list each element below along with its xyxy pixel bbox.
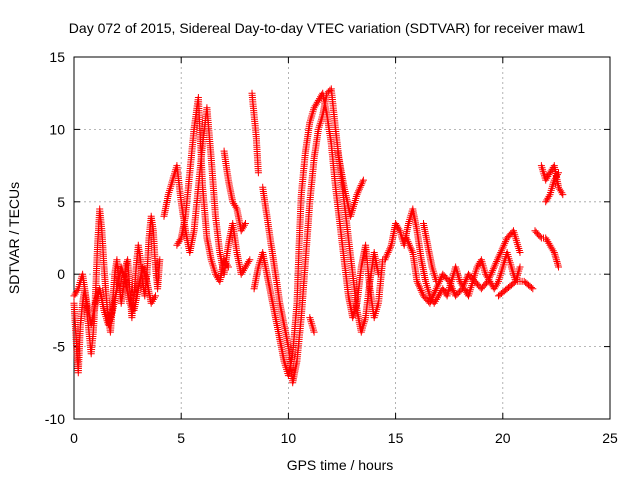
y-tick-label: 5 xyxy=(57,194,65,210)
grid-lines xyxy=(74,57,610,419)
y-tick-labels: -10 -5 0 5 10 15 xyxy=(45,49,65,427)
x-tick-label: 5 xyxy=(177,430,185,446)
y-tick-label: 15 xyxy=(49,49,65,65)
x-tick-label: 10 xyxy=(281,430,297,446)
y-axis-label: SDTVAR / TECUs xyxy=(6,182,22,294)
x-tick-labels: 0 5 10 15 20 25 xyxy=(70,430,618,446)
x-tick-label: 15 xyxy=(388,430,404,446)
sdtvar-markers xyxy=(70,85,567,387)
data-points xyxy=(70,85,567,387)
x-tick-label: 25 xyxy=(602,430,618,446)
x-tick-label: 20 xyxy=(495,430,511,446)
y-tick-label: 0 xyxy=(57,266,65,282)
chart-title: Day 072 of 2015, Sidereal Day-to-day VTE… xyxy=(69,20,586,36)
y-tick-label: -5 xyxy=(53,339,66,355)
y-tick-label: 10 xyxy=(49,121,65,137)
plot-frame xyxy=(73,56,611,420)
x-axis-label: GPS time / hours xyxy=(287,457,394,473)
y-tick-label: -10 xyxy=(45,411,65,427)
x-tick-label: 0 xyxy=(70,430,78,446)
